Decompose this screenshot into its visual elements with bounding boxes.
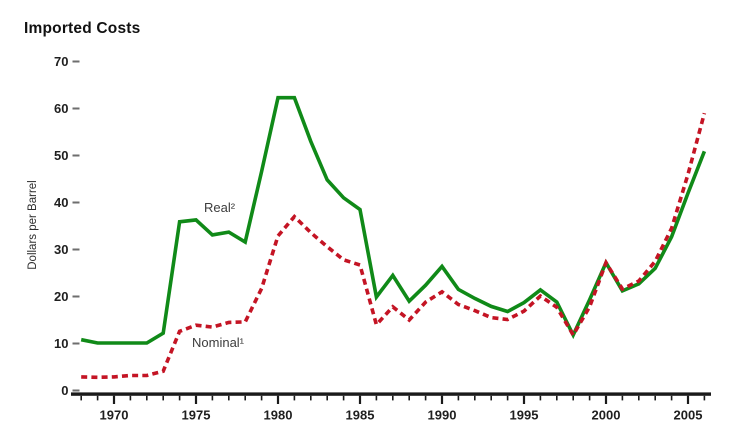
x-tick-major — [358, 395, 362, 404]
x-tick-minor — [506, 395, 509, 401]
x-tick-label: 2000 — [592, 408, 621, 423]
x-tick-label: 1970 — [100, 408, 129, 423]
x-tick-label: 1985 — [346, 408, 375, 423]
x-tick-minor — [638, 395, 640, 401]
x-tick-minor — [572, 395, 574, 401]
x-tick-minor — [228, 395, 230, 401]
x-axis-line — [71, 392, 711, 396]
y-tick-dash — [72, 201, 80, 204]
nominal-series-label: Nominal¹ — [192, 335, 245, 350]
y-tick-label: 10 — [54, 336, 68, 351]
y-tick-dash — [72, 295, 80, 298]
y-tick-label: 50 — [54, 148, 68, 163]
x-tick-minor — [310, 395, 312, 401]
x-tick-major — [194, 395, 198, 404]
y-tick-dash — [72, 154, 80, 157]
y-tick-dash — [72, 60, 80, 63]
x-tick-label: 1995 — [510, 408, 539, 423]
x-tick-minor — [424, 395, 427, 401]
x-tick-minor — [293, 395, 296, 401]
y-tick-dash — [72, 342, 80, 345]
y-tick-label: 60 — [54, 101, 68, 116]
x-tick-minor — [474, 395, 476, 401]
y-tick-label: 70 — [54, 54, 68, 69]
x-tick-minor — [490, 395, 492, 401]
x-tick-minor — [129, 395, 132, 401]
x-tick-minor — [670, 395, 673, 401]
y-tick-dash — [72, 248, 80, 251]
x-tick-minor — [375, 395, 378, 401]
x-tick-major — [522, 395, 526, 404]
x-tick-minor — [178, 395, 181, 401]
x-tick-minor — [539, 395, 542, 401]
y-tick-dash — [72, 389, 80, 392]
x-tick-label: 2005 — [674, 408, 703, 423]
x-tick-minor — [260, 395, 263, 401]
x-tick-minor — [146, 395, 148, 401]
x-tick-major — [276, 395, 280, 404]
nominal-series-line — [81, 112, 707, 380]
x-tick-minor — [703, 395, 706, 401]
x-tick-minor — [588, 395, 591, 401]
x-tick-minor — [244, 395, 246, 401]
x-tick-major — [604, 395, 608, 404]
x-tick-minor — [211, 395, 214, 401]
x-tick-minor — [654, 395, 656, 401]
x-tick-minor — [162, 395, 164, 401]
x-tick-label: 1975 — [182, 408, 211, 423]
x-tick-minor — [342, 395, 345, 401]
y-tick-label: 30 — [54, 242, 68, 257]
x-tick-minor — [408, 395, 410, 401]
y-tick-label: 40 — [54, 195, 68, 210]
x-tick-major — [440, 395, 444, 404]
x-tick-minor — [556, 395, 558, 401]
x-tick-minor — [392, 395, 394, 401]
x-tick-major — [686, 395, 690, 404]
x-tick-minor — [621, 395, 624, 401]
y-tick-label: 0 — [61, 383, 68, 398]
y-tick-dash — [72, 107, 80, 110]
x-tick-minor — [80, 395, 82, 401]
x-tick-major — [112, 395, 116, 404]
y-tick-label: 20 — [54, 289, 68, 304]
x-tick-minor — [326, 395, 328, 401]
x-tick-minor — [457, 395, 460, 401]
real-series-label: Real² — [204, 200, 236, 215]
x-tick-minor — [96, 395, 99, 401]
chart-title: Imported Costs — [24, 20, 141, 37]
x-tick-label: 1980 — [264, 408, 293, 423]
x-tick-label: 1990 — [428, 408, 457, 423]
